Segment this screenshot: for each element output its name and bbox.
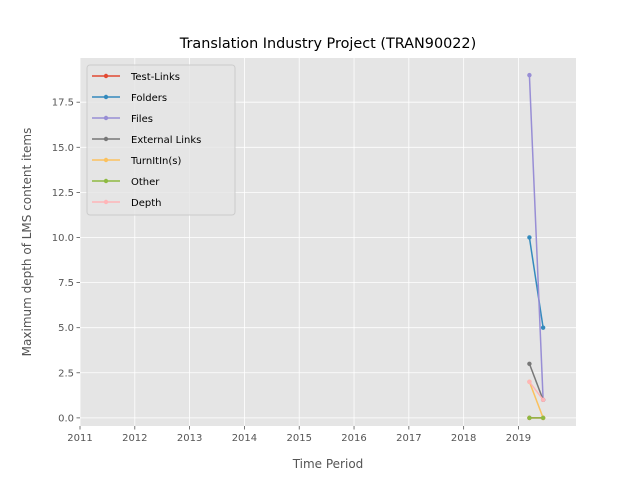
x-tick-label: 2013 (177, 433, 202, 444)
x-tick-label: 2019 (506, 433, 531, 444)
data-point (527, 72, 532, 78)
data-point (527, 361, 532, 366)
legend-swatch-marker (103, 157, 109, 163)
y-tick-label: 10.0 (52, 233, 74, 244)
legend-swatch-marker (103, 94, 109, 100)
y-tick-label: 2.5 (58, 368, 74, 379)
legend-label: TurnItIn(s) (130, 156, 181, 167)
legend-item: Folders (92, 93, 167, 104)
y-tick-label: 17.5 (52, 98, 74, 109)
data-point (540, 415, 546, 421)
x-tick-label: 2012 (122, 433, 147, 444)
legend-label: Folders (131, 93, 167, 104)
y-tick-label: 15.0 (52, 143, 74, 154)
y-tick-label: 0.0 (58, 413, 74, 424)
legend-label: External Links (131, 135, 201, 146)
x-tick-label: 2016 (341, 433, 366, 444)
legend-item: External Links (92, 135, 201, 146)
y-tick-label: 5.0 (58, 323, 74, 334)
grid-lines (79, 58, 576, 426)
series-line (528, 381, 544, 401)
axis-ticks: 2011 2012 2013 2014 2015 2016 2017 2018 2019 0.0 2… (52, 98, 531, 444)
data-point (540, 325, 546, 330)
x-tick-label: 2015 (286, 433, 311, 444)
series-6 (527, 379, 546, 403)
legend-swatch-marker (103, 115, 109, 121)
series-5 (527, 415, 546, 421)
legend: Test-Links Folders Files External Links Turn… (86, 64, 236, 216)
data-point (540, 397, 546, 403)
y-tick-label: 7.5 (58, 278, 74, 289)
legend-items: Test-Links Folders Files External Links Turn… (92, 72, 201, 209)
series-line (528, 237, 544, 328)
y-tick-label: 12.5 (52, 188, 74, 199)
y-axis-label: Maximum depth of LMS content items (20, 128, 34, 357)
data-point (527, 415, 532, 421)
x-tick-label: 2014 (232, 433, 257, 444)
legend-swatch-marker (103, 136, 109, 142)
series-line (528, 381, 544, 419)
legend-item: Test-Links (92, 72, 180, 83)
legend-swatch-marker (103, 199, 109, 205)
series-layer (527, 72, 546, 421)
legend-item: Depth (92, 198, 161, 209)
series-line (528, 75, 544, 400)
legend-label: Other (131, 177, 160, 188)
x-tick-label: 2017 (396, 433, 421, 444)
legend-swatch-marker (103, 178, 109, 184)
series-line (528, 363, 544, 401)
legend-item: Other (92, 177, 160, 188)
data-point (527, 235, 532, 240)
legend-item: Files (92, 114, 153, 125)
x-tick-label: 2018 (451, 433, 476, 444)
legend-swatch-marker (103, 73, 109, 79)
x-axis-label: Time Period (292, 457, 364, 471)
legend-box (86, 64, 236, 216)
data-point (527, 379, 532, 385)
legend-label: Depth (131, 198, 161, 209)
legend-label: Files (131, 114, 153, 125)
legend-label: Test-Links (130, 72, 180, 83)
x-tick-label: 2011 (67, 433, 92, 444)
legend-item: TurnItIn(s) (92, 156, 181, 167)
series-1 (527, 235, 546, 330)
chart-title: Translation Industry Project (TRAN90022) (179, 36, 476, 52)
